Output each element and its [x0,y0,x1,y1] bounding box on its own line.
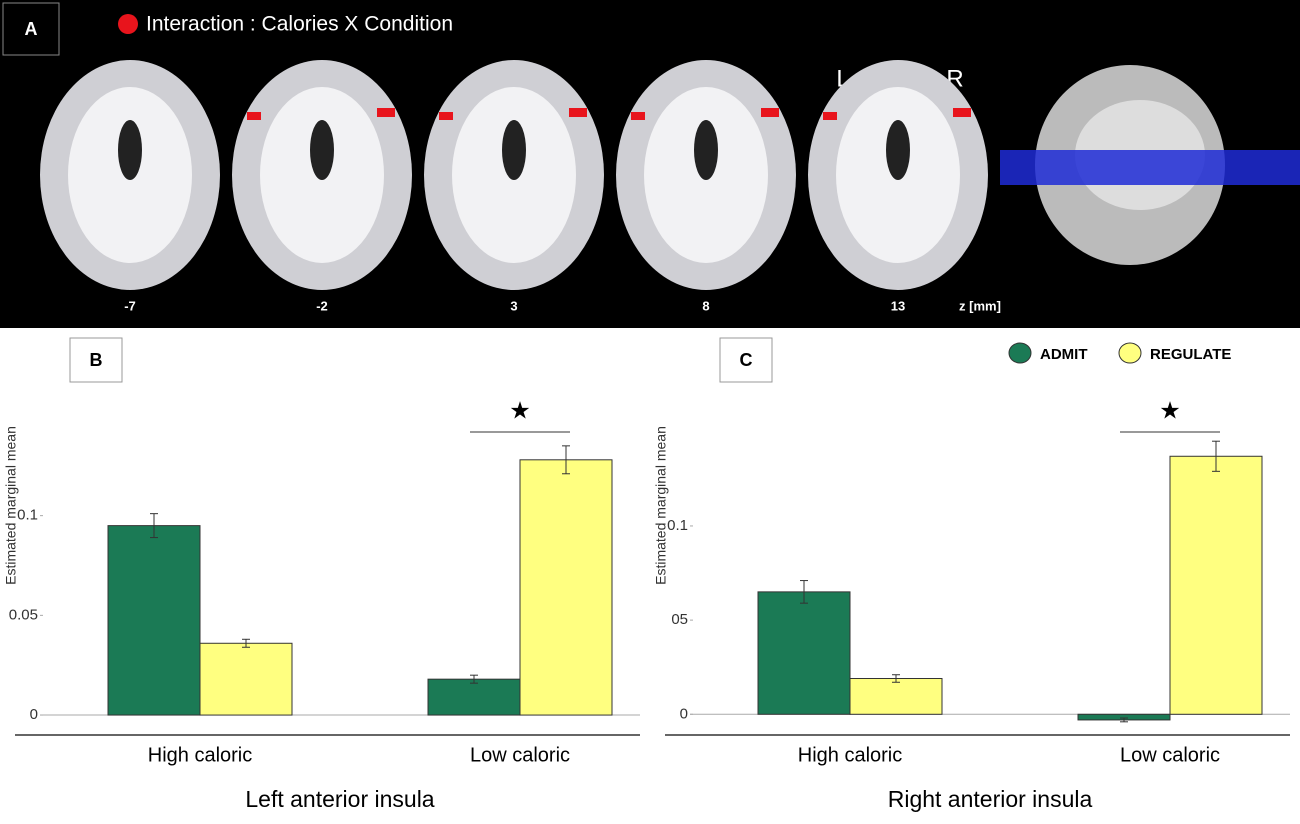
slice-label: -7 [124,298,136,313]
activation [823,112,837,120]
y-tick-label: 0.05 [9,606,38,623]
slice-label: 3 [510,298,517,313]
ventricle [886,120,910,180]
significance-label: ★ [509,397,531,424]
x-tick-label: High caloric [148,744,252,766]
activation [569,108,587,117]
slice-band [1000,150,1300,185]
bar [199,642,293,716]
legend-label: ADMIT [1040,346,1088,363]
bar [849,678,943,715]
error-bar [242,638,250,648]
error-bar [1212,440,1220,472]
ventricle [502,120,526,180]
x-tick-label: High caloric [798,744,902,766]
bar [757,591,851,715]
activation [439,112,453,120]
y-axis-label: Estimated marginal mean [3,426,19,585]
error-bar [562,445,570,475]
ventricle [310,120,334,180]
error-bar [800,580,808,604]
x-tick-label: Low caloric [470,744,570,766]
slice-label: -2 [316,298,328,313]
panel-a-box [2,2,60,56]
y-axis-label: Estimated marginal mean [653,426,669,585]
ventricle [694,120,718,180]
bar [427,678,521,716]
x-axis-label: Right anterior insula [888,786,1093,812]
activation [761,108,779,117]
activation [631,112,645,120]
error-bar [892,674,900,683]
y-tick-label: 0 [30,706,38,723]
significance-label: ★ [1159,397,1181,424]
sagittal-view [1000,65,1300,265]
panel-label: B [90,350,103,370]
activation [247,112,261,120]
y-tick-label: 0.1 [17,507,38,524]
error-bar [1120,717,1128,723]
z-unit: z [mm] [959,298,1001,313]
x-tick-label: Low caloric [1120,744,1220,766]
bar [107,525,201,716]
error-bar [470,674,478,684]
legend-swatch [1008,342,1032,364]
panel-a-label: A [25,19,38,39]
legend-dot [118,14,138,34]
x-axis-label: Left anterior insula [245,786,434,812]
bar [1169,455,1263,715]
y-tick-label: 0 [680,705,688,722]
activation [377,108,395,117]
ventricle [118,120,142,180]
legend-swatch [1118,342,1142,364]
panel-label: C [740,350,753,370]
y-tick-label: 05 [671,611,688,628]
error-bar [150,513,158,539]
slice-label: 13 [891,298,905,313]
slice-label: 8 [702,298,709,313]
bar [519,459,613,716]
activation [953,108,971,117]
panel-box [69,337,123,383]
y-tick-label: 0.1 [667,517,688,534]
panel-a-legend: Interaction : Calories X Condition [146,13,453,36]
legend-label: REGULATE [1150,346,1231,363]
panel-box [719,337,773,383]
